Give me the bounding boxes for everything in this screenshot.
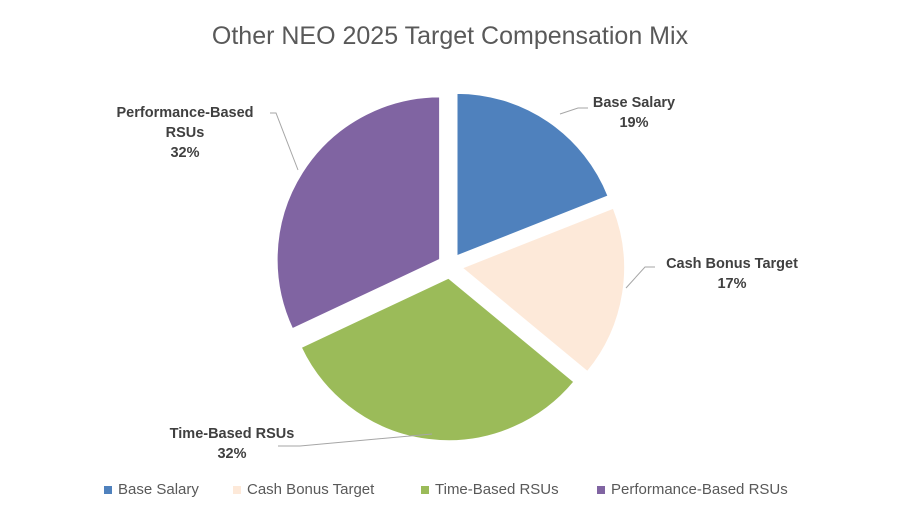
legend-swatch <box>597 486 605 494</box>
legend-swatch <box>104 486 112 494</box>
leader-line <box>559 107 588 115</box>
data-label-time-based-rsus: Time-Based RSUs 32% <box>170 426 295 462</box>
pie-slices <box>276 92 626 442</box>
data-label-base-salary: Base Salary 19% <box>593 95 675 131</box>
chart-title: Other NEO 2025 Target Compensation Mix <box>212 22 689 50</box>
data-labels: Base Salary 19% Cash Bonus Target 17% Time-B… <box>117 95 799 462</box>
legend-item-base-salary: Base Salary <box>104 481 199 498</box>
legend: Base Salary Cash Bonus Target Time-Based R… <box>104 481 788 498</box>
pie-slice-performance-based-rsus <box>276 95 441 330</box>
leader-line <box>278 433 433 447</box>
data-label-performance-based-rsus: Performance-Based RSUs 32% <box>117 105 254 161</box>
data-label-cash-bonus-target: Cash Bonus Target 17% <box>666 256 798 292</box>
legend-label: Cash Bonus Target <box>247 481 375 498</box>
legend-swatch <box>233 486 241 494</box>
leader-line <box>270 112 299 171</box>
legend-label: Base Salary <box>118 481 199 498</box>
legend-item-time-based-rsus: Time-Based RSUs <box>421 481 559 498</box>
legend-item-performance-based-rsus: Performance-Based RSUs <box>597 481 788 498</box>
pie-slice-cash-bonus-target <box>460 206 626 373</box>
leader-line <box>625 266 655 289</box>
legend-swatch <box>421 486 429 494</box>
leader-lines <box>270 107 655 447</box>
legend-label: Performance-Based RSUs <box>611 481 788 498</box>
pie-slice-base-salary <box>455 92 610 258</box>
legend-item-cash-bonus-target: Cash Bonus Target <box>233 481 375 498</box>
pie-slice-time-based-rsus <box>300 277 576 442</box>
legend-label: Time-Based RSUs <box>435 481 559 498</box>
